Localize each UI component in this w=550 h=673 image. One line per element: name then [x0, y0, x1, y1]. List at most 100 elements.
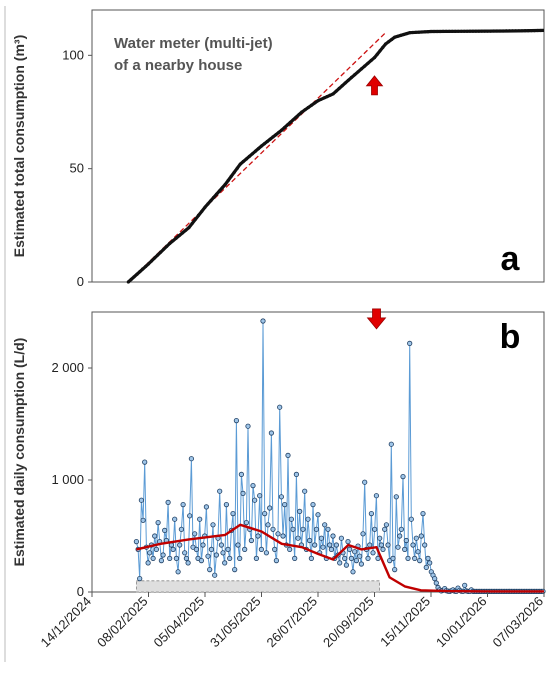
panel-a-point: [343, 81, 347, 85]
panel-b-point: [427, 560, 433, 566]
panel-b-point: [383, 522, 389, 528]
panel-b-point: [425, 555, 431, 562]
panel-a-point: [539, 28, 543, 33]
panel-a-point: [226, 178, 230, 183]
panel-b-point: [307, 537, 313, 544]
panel-b-point: [378, 542, 384, 548]
panel-a-point: [426, 30, 430, 34]
panel-b-point: [322, 522, 328, 528]
panel-b-point: [393, 494, 399, 500]
panel-a-point: [435, 29, 439, 34]
panel-b-point: [197, 516, 203, 522]
panel-b-point: [262, 510, 268, 517]
panel-b-point: [300, 526, 306, 532]
panel-b-point: [242, 546, 248, 553]
panel-a-point: [306, 105, 310, 110]
x-tick-label: 05/04/2025: [150, 594, 207, 651]
panel-a-point: [485, 29, 490, 33]
panel-a-frame: [91, 9, 545, 283]
panel-b-point: [417, 557, 423, 564]
panel-b-point: [408, 516, 414, 522]
x-tick-label: 31/05/2025: [207, 594, 264, 651]
panel-b-point: [253, 555, 259, 562]
panel-a-point: [331, 92, 335, 96]
panel-a-point: [241, 159, 245, 164]
panel-a-point: [465, 29, 469, 33]
panel-b-point: [385, 542, 391, 548]
panel-b-point: [280, 533, 286, 539]
panel-b-ytick-label: 0: [77, 584, 84, 599]
panel-b-point: [183, 555, 189, 562]
panel-b-point: [263, 550, 269, 556]
panel-b-point: [418, 533, 424, 539]
panel-a-point: [165, 244, 169, 248]
panel-a-point: [450, 29, 454, 33]
panel-b-point: [248, 537, 254, 544]
x-tick-label: 08/02/2025: [94, 594, 151, 651]
x-tick-label: 14/12/2024: [37, 594, 94, 651]
panel-b-point: [207, 566, 213, 573]
panel-b-point: [400, 473, 406, 480]
panel-a-point: [495, 29, 499, 33]
panel-a-point: [353, 73, 357, 77]
panel-a-point: [462, 29, 466, 33]
panel-a-point: [456, 29, 460, 33]
panel-a-point: [510, 29, 515, 33]
panel-a-point: [474, 29, 478, 33]
panel-b-point: [370, 550, 376, 556]
panel-a-point: [501, 29, 505, 33]
panel-b-point: [238, 471, 244, 477]
panel-a-point: [206, 202, 210, 206]
panel-b-point: [180, 501, 186, 508]
panel-b-point: [353, 557, 359, 564]
panel-b-point: [188, 456, 194, 462]
panel-a-label: a: [501, 240, 521, 278]
panel-b-point: [193, 546, 199, 553]
panel-b-point: [243, 519, 249, 526]
panel-a-point: [177, 233, 181, 238]
panel-a-point: [144, 264, 148, 269]
panel-b-point: [312, 542, 318, 548]
panel-b-point: [308, 555, 314, 562]
panel-a-point: [319, 97, 323, 101]
panel-a-ytick-label: 0: [77, 274, 84, 289]
panel-b-point: [167, 555, 173, 562]
panel-a-point: [313, 101, 317, 105]
panel-a-point: [529, 29, 534, 33]
panel-a-ytick-label: 50: [70, 161, 84, 176]
panel-b-point: [390, 555, 396, 562]
panel-b-point: [293, 471, 299, 477]
panel-a-point: [129, 277, 133, 281]
panel-b-point: [273, 557, 279, 564]
panel-b-point: [210, 522, 216, 528]
panel-b-point: [185, 560, 191, 566]
panel-a-point: [438, 29, 442, 34]
panel-a-point: [429, 29, 433, 34]
panel-b-label: b: [500, 318, 521, 356]
panel-a-point: [532, 29, 537, 33]
panel-b-point: [388, 441, 394, 447]
panel-b-point: [140, 517, 146, 523]
panel-b-point: [155, 519, 161, 526]
panel-b-point: [410, 542, 416, 548]
panel-b-point: [267, 505, 273, 511]
panel-a-point: [190, 221, 194, 226]
panel-a-point: [447, 29, 451, 33]
panel-b-point: [415, 549, 421, 555]
panel-b-smoothed-line: [136, 523, 544, 593]
panel-b-point: [325, 526, 331, 532]
panel-a-point: [235, 166, 239, 170]
panel-b-point: [373, 493, 379, 499]
panel-b-point: [358, 561, 364, 567]
panel-b-point: [392, 566, 398, 573]
panel-b-frame: [91, 311, 545, 593]
panel-a-point: [359, 67, 363, 71]
panel-a-point: [514, 29, 518, 33]
panel-b-point: [165, 499, 171, 505]
panel-a: Estimated total consumption (m³) Water m…: [11, 9, 545, 289]
panel-b-point: [182, 550, 188, 556]
panel-a-point: [396, 34, 400, 38]
panel-b-point: [295, 535, 301, 541]
panel-b-point: [213, 552, 219, 558]
panel-b-point: [432, 575, 438, 582]
